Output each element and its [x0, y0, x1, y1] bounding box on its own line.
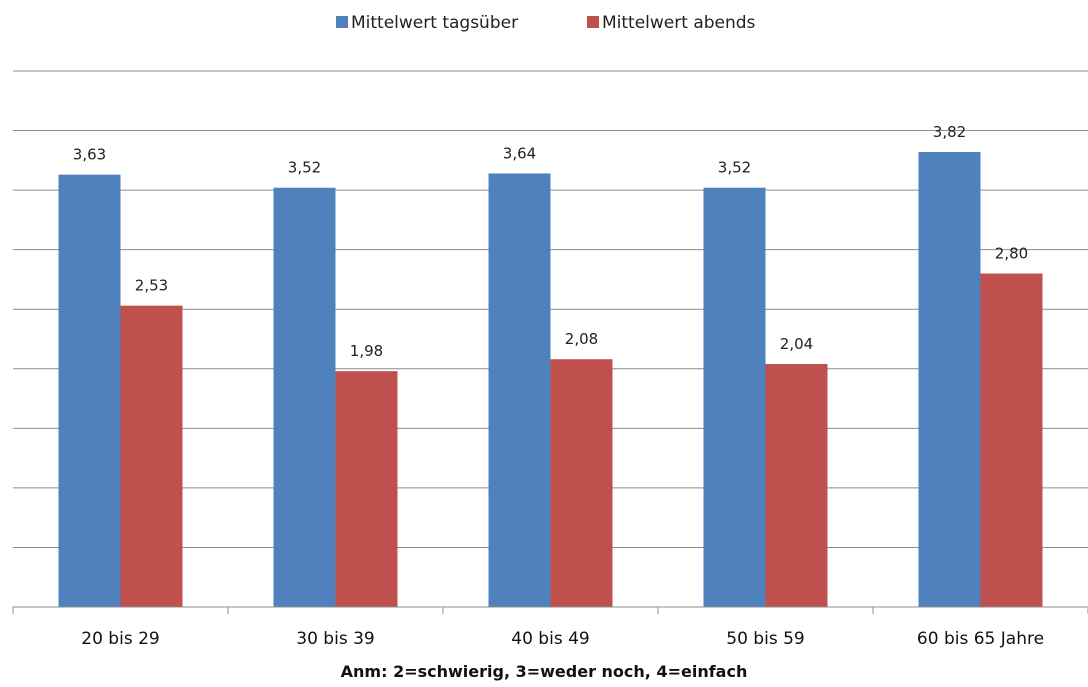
legend-item: Mittelwert abends [587, 13, 756, 33]
bar-abends [980, 273, 1043, 607]
value-label: 3,52 [288, 159, 321, 177]
value-label: 3,64 [503, 144, 536, 162]
value-label: 3,52 [718, 159, 751, 177]
bar-abends [120, 305, 183, 607]
legend-label: Mittelwert abends [602, 13, 756, 33]
value-label: 3,82 [933, 123, 966, 141]
legend-swatch [587, 16, 599, 28]
bar-abends [335, 371, 398, 607]
value-label: 2,08 [565, 330, 598, 348]
x-tick-label: 60 bis 65 Jahre [917, 629, 1044, 649]
bars [58, 151, 1043, 608]
bar-tagsueber [58, 174, 121, 608]
value-label: 3,63 [73, 146, 106, 164]
value-label: 2,80 [995, 244, 1028, 262]
x-tick-label: 40 bis 49 [511, 629, 589, 649]
value-label: 1,98 [350, 342, 383, 360]
value-label: 2,53 [135, 277, 168, 295]
bar-tagsueber [703, 187, 766, 607]
bar-tagsueber [918, 151, 981, 608]
value-labels: 3,63 2,53 3,52 1,98 3,64 2,08 3,52 2,04 3,82 2,80 [73, 123, 1028, 360]
x-axis: 20 bis 29 30 bis 39 40 bis 49 50 bis 59 60 b… [12, 606, 1088, 649]
x-tick-label: 50 bis 59 [726, 629, 804, 649]
bar-tagsueber [273, 187, 336, 607]
legend-item: Mittelwert tagsüber [336, 13, 518, 33]
legend: Mittelwert tagsüber Mittelwert abends [336, 13, 756, 33]
axis-note: Anm: 2=schwierig, 3=weder noch, 4=einfac… [341, 662, 748, 681]
bar-tagsueber [488, 173, 551, 608]
bar-abends [550, 359, 613, 607]
x-tick-label: 30 bis 39 [296, 629, 374, 649]
legend-label: Mittelwert tagsüber [351, 13, 518, 33]
legend-swatch [336, 16, 348, 28]
value-label: 2,04 [780, 335, 813, 353]
x-tick-label: 20 bis 29 [81, 629, 159, 649]
bar-abends [765, 364, 828, 607]
